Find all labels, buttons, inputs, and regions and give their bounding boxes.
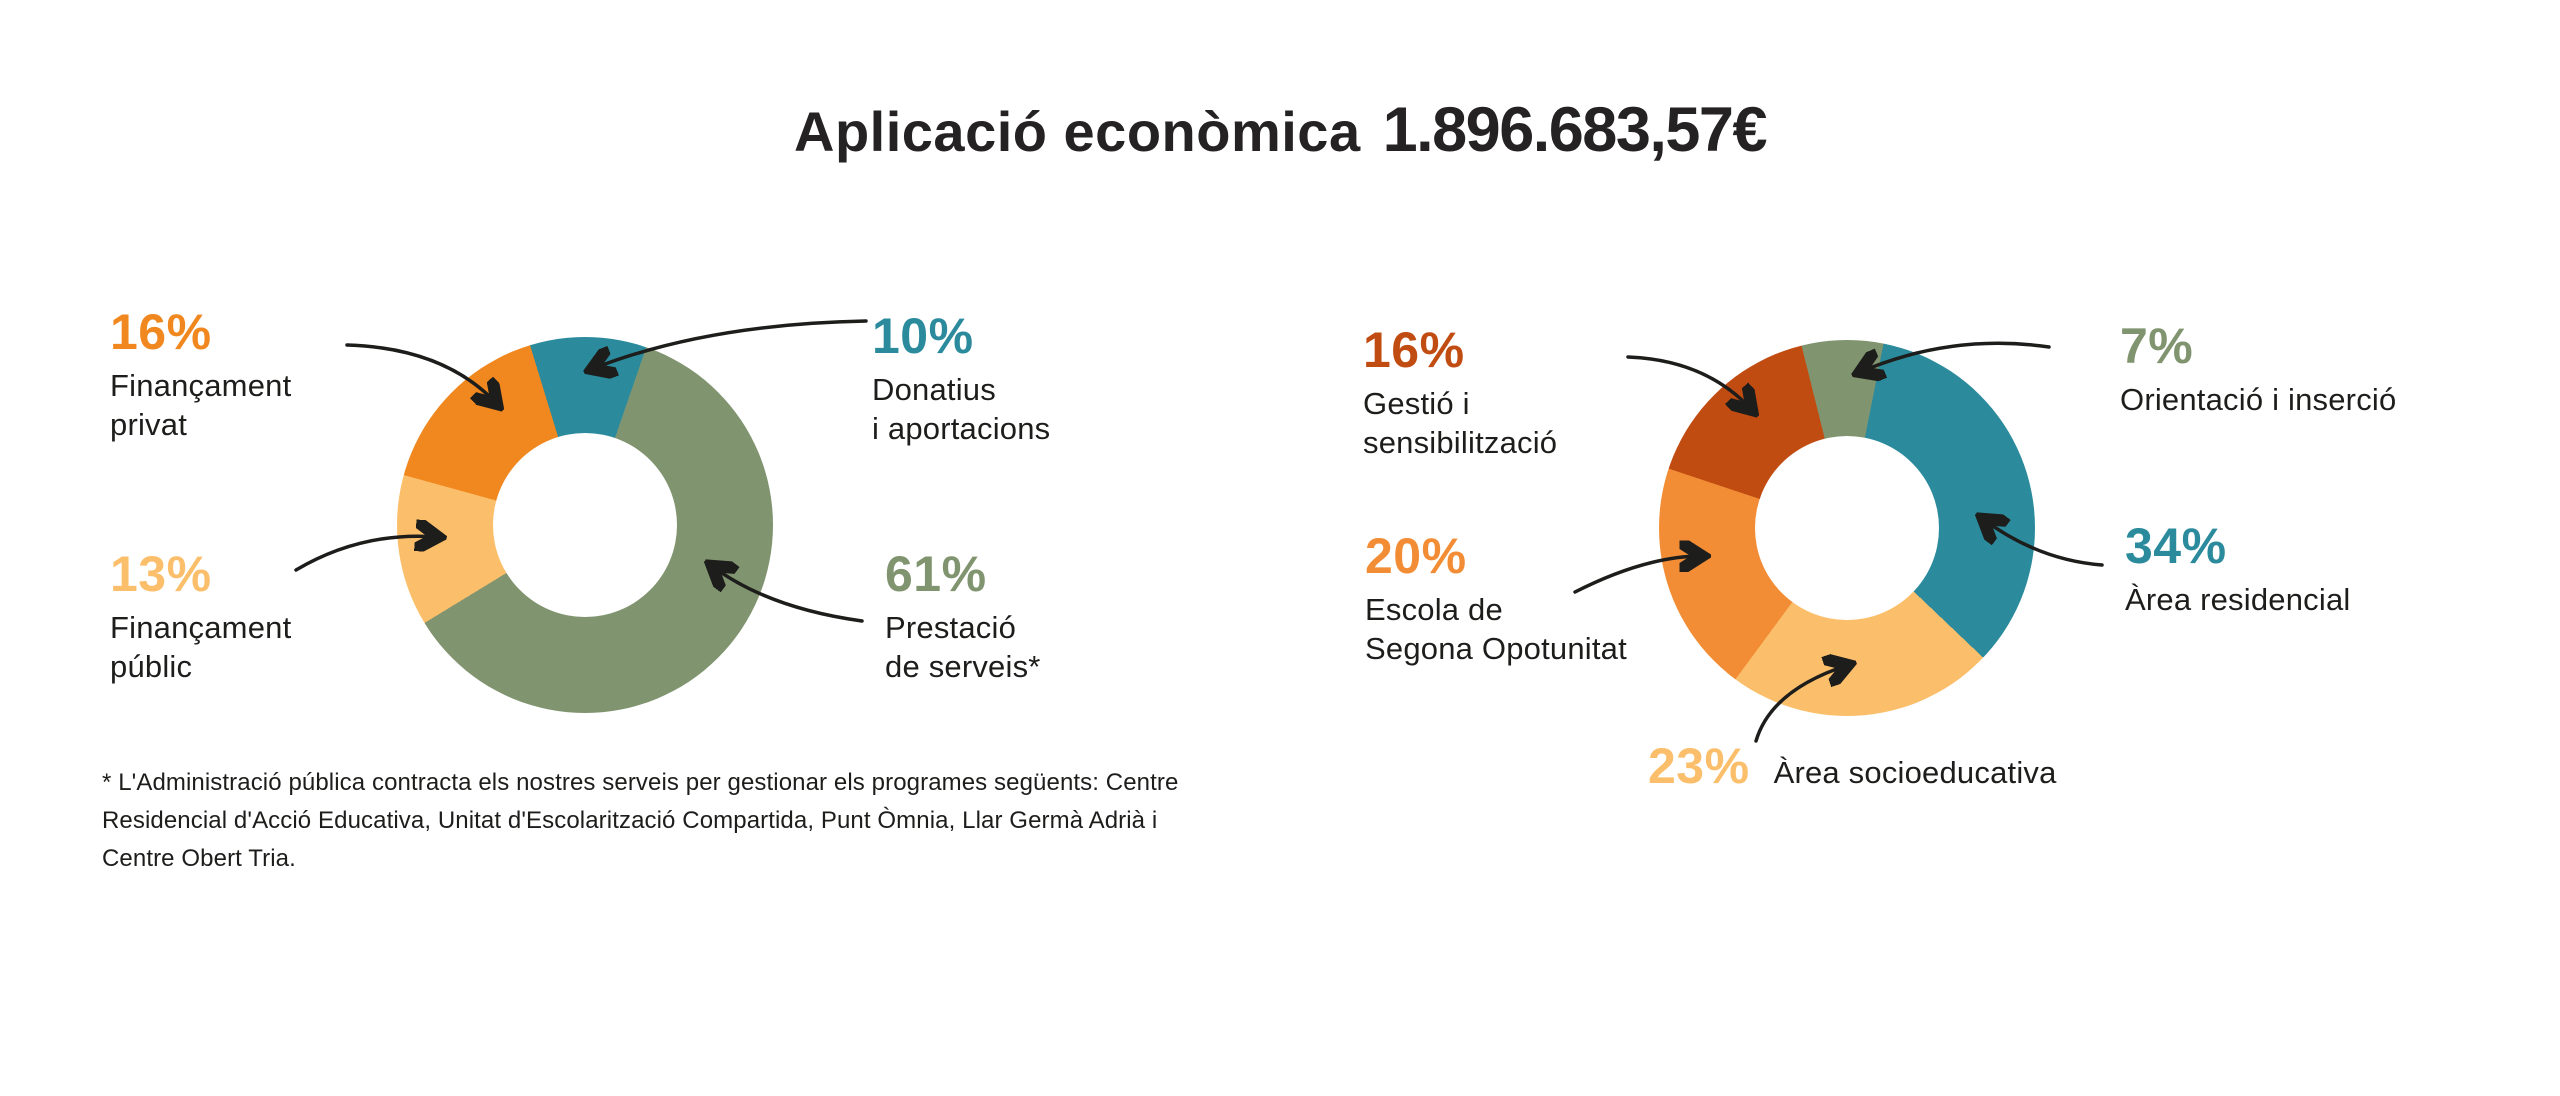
title-label: Aplicació econòmica — [794, 100, 1361, 163]
label-text: Gestió i sensibilització — [1363, 384, 1557, 462]
percent-value: 34% — [2125, 518, 2227, 574]
page-title: Aplicació econòmica 1.896.683,57€ — [0, 94, 2560, 166]
label-text: Finançament públic — [110, 608, 291, 686]
label-line: Gestió i — [1363, 386, 1470, 421]
label-financament-public: 13% Finançament públic — [110, 548, 291, 686]
label-line: de serveis* — [885, 649, 1041, 684]
label-line: Donatius — [872, 372, 996, 407]
label-line: i aportacions — [872, 411, 1051, 446]
label-text: Donatius i aportacions — [872, 370, 1050, 448]
label-line: Finançament — [110, 610, 292, 645]
label-area-socioeducativa: 23% Àrea socioeducativa — [1648, 740, 2057, 793]
label-text: Escola de Segona Opotunitat — [1365, 590, 1627, 668]
label-text: Finançament privat — [110, 366, 291, 444]
label-line: Finançament — [110, 368, 292, 403]
percent-value: 20% — [1365, 528, 1467, 584]
label-text: Àrea socioeducativa — [1774, 753, 2057, 792]
label-line: Escola de — [1365, 592, 1503, 627]
label-line: sensibilització — [1363, 425, 1558, 460]
label-line: privat — [110, 407, 188, 442]
percent-value: 13% — [110, 546, 212, 602]
label-text: Àrea residencial — [2125, 580, 2350, 619]
title-amount: 1.896.683,57€ — [1382, 95, 1768, 165]
percent-value: 16% — [1363, 322, 1465, 378]
label-text: Orientació i inserció — [2120, 380, 2396, 419]
footnote: * L'Administració pública contracta els … — [102, 769, 1179, 872]
donut-chart-areas — [1659, 340, 2035, 716]
donut-hole — [1755, 436, 1939, 620]
label-line: Orientació i inserció — [2120, 382, 2397, 417]
donut-chart-funding — [397, 337, 773, 713]
label-line: públic — [110, 649, 193, 684]
label-line: Àrea residencial — [2125, 582, 2351, 617]
percent-value: 16% — [110, 304, 212, 360]
label-financament-privat: 16% Finançament privat — [110, 306, 291, 444]
label-orientacio-insercio: 7% Orientació i inserció — [2120, 320, 2396, 419]
label-prestacio-serveis: 61% Prestació de serveis* — [885, 548, 1041, 686]
label-line: Àrea socioeducativa — [1773, 755, 2057, 790]
label-area-residencial: 34% Àrea residencial — [2125, 520, 2350, 619]
label-escola-segona-oportunitat: 20% Escola de Segona Opotunitat — [1365, 530, 1627, 668]
label-text: Prestació de serveis* — [885, 608, 1041, 686]
percent-value: 7% — [2120, 318, 2194, 374]
label-line: Prestació — [885, 610, 1017, 645]
percent-value: 23% — [1648, 738, 1750, 794]
percent-value: 10% — [872, 308, 974, 364]
label-donatius: 10% Donatius i aportacions — [872, 310, 1050, 448]
label-gestio-sensibilitzacio: 16% Gestió i sensibilització — [1363, 324, 1557, 462]
percent-value: 61% — [885, 546, 987, 602]
label-line: Segona Opotunitat — [1365, 631, 1627, 666]
donut-hole — [493, 433, 677, 617]
